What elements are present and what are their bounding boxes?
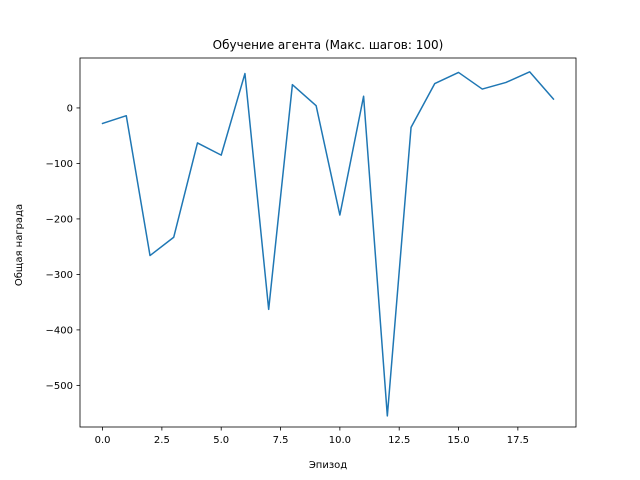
y-tick-label: −300 bbox=[46, 270, 73, 281]
x-tick-label: 2.5 bbox=[154, 435, 170, 446]
y-tick-label: −400 bbox=[46, 325, 73, 336]
y-axis: 0 −100 −200 −300 −400 −500 bbox=[46, 104, 80, 392]
x-axis-label: Эпизод bbox=[309, 460, 347, 471]
x-tick-label: 12.5 bbox=[388, 435, 410, 446]
x-tick-label: 10.0 bbox=[329, 435, 351, 446]
y-tick-label: 0 bbox=[67, 104, 73, 115]
series-line-0 bbox=[101, 71, 555, 417]
y-axis-label: Общая награда bbox=[14, 204, 25, 286]
x-tick-label: 5.0 bbox=[213, 435, 229, 446]
x-tick-label: 15.0 bbox=[447, 435, 469, 446]
y-tick-label: −500 bbox=[46, 381, 73, 392]
x-axis: 0.0 2.5 5.0 7.5 10.0 12.5 15.0 17.5 bbox=[95, 427, 529, 446]
x-tick-label: 0.0 bbox=[95, 435, 111, 446]
series-layer bbox=[101, 71, 555, 417]
plot-frame bbox=[79, 57, 577, 428]
x-tick-label: 17.5 bbox=[507, 435, 529, 446]
plot-area bbox=[79, 57, 577, 428]
y-tick-label: −100 bbox=[46, 159, 73, 170]
x-tick-label: 7.5 bbox=[273, 435, 289, 446]
chart-title: Обучение агента (Макс. шагов: 100) bbox=[213, 38, 444, 52]
y-tick-label: −200 bbox=[46, 215, 73, 226]
